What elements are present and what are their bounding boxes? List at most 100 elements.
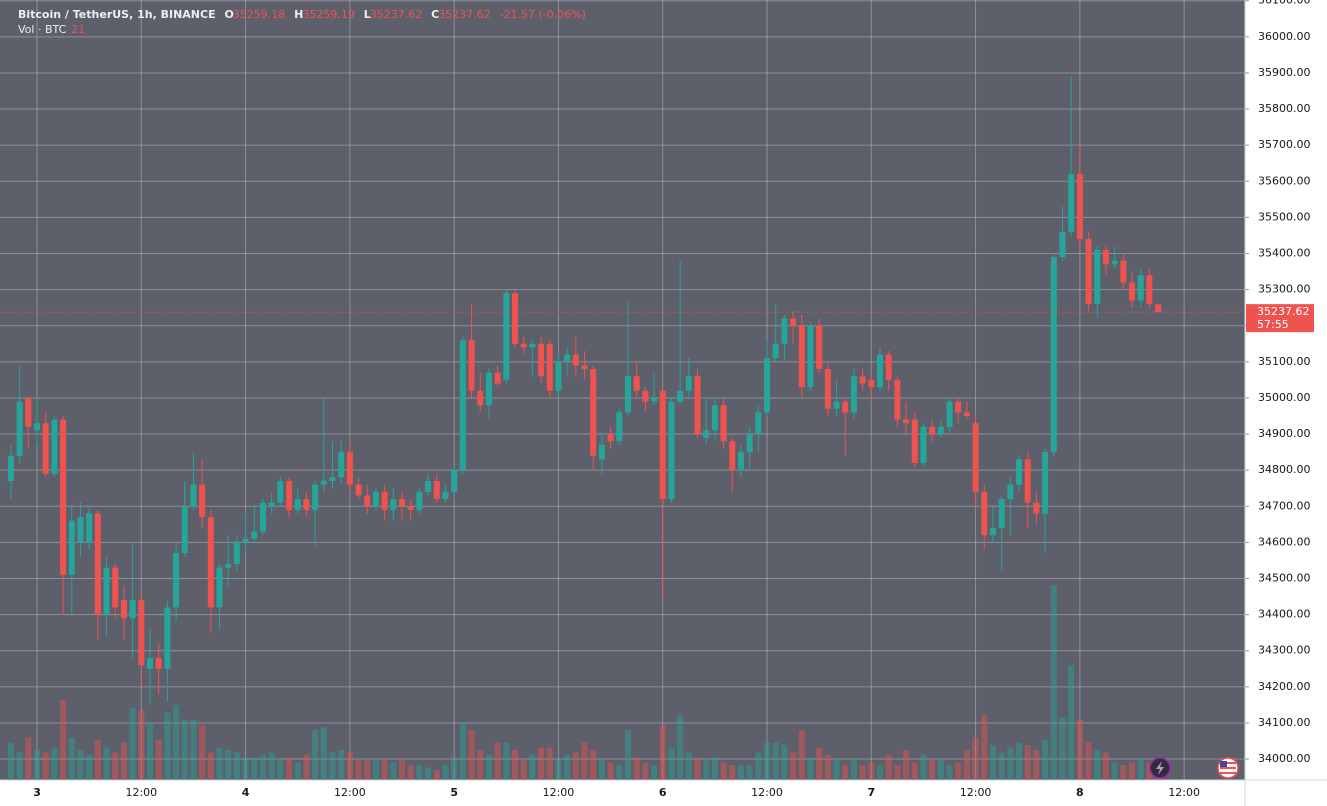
candle-body <box>381 491 388 510</box>
candle-body <box>859 376 866 384</box>
candle-body <box>425 481 432 492</box>
volume-bar <box>1007 747 1014 780</box>
candle-body <box>94 513 101 615</box>
volume-bar <box>1068 665 1075 780</box>
volume-bar <box>885 755 892 780</box>
volume-bar <box>233 752 240 780</box>
volume-bar <box>312 730 319 780</box>
y-tick-label: 34500.00 <box>1258 572 1311 585</box>
candle-body <box>485 372 492 406</box>
x-tick-label: 12:00 <box>125 786 157 799</box>
volume-bar <box>807 757 814 780</box>
candle-body <box>60 419 67 575</box>
y-tick-label: 34600.00 <box>1258 535 1311 548</box>
y-tick-label: 35500.00 <box>1258 210 1311 223</box>
candle-body <box>277 481 284 503</box>
candle-body <box>459 340 466 471</box>
candle-body <box>781 318 788 344</box>
volume-bar <box>1094 750 1101 780</box>
ohlc-key: L <box>363 8 371 21</box>
volume-bar <box>94 740 101 780</box>
candle-body <box>885 354 892 380</box>
y-tick-label: 35600.00 <box>1258 174 1311 187</box>
legend: Bitcoin / TetherUS, 1h, BINANCE O35259.1… <box>18 7 591 37</box>
candle-body <box>1102 249 1109 265</box>
volume-bar <box>894 765 901 780</box>
volume-bar <box>963 750 970 780</box>
candle-body <box>520 343 527 348</box>
volume-bar <box>199 725 206 780</box>
volume-bar <box>303 755 310 780</box>
volume-bar <box>477 750 484 780</box>
volume-bar <box>120 742 127 780</box>
volume-bar <box>546 747 553 780</box>
volume-bar <box>659 725 666 780</box>
candle-body <box>685 376 692 391</box>
candle-body <box>77 517 84 543</box>
volume-bar <box>1120 765 1127 780</box>
candle-body <box>346 452 353 485</box>
volume-bar <box>103 747 110 780</box>
candle-body <box>242 538 249 543</box>
y-tick-label: 34800.00 <box>1258 463 1311 476</box>
volume-bar <box>1102 752 1109 780</box>
candle-body <box>590 369 597 456</box>
volume-bar <box>529 755 536 780</box>
volume-bar <box>485 755 492 780</box>
volume-bar <box>338 750 345 780</box>
candle-body <box>1111 260 1118 265</box>
y-tick-label: 35700.00 <box>1258 138 1311 151</box>
lightning-icon[interactable] <box>1149 757 1171 779</box>
volume-bar <box>1050 585 1057 780</box>
volume-bar <box>16 752 23 780</box>
volume-bar <box>624 730 631 780</box>
candle-body <box>294 499 301 510</box>
volume-bar <box>998 752 1005 780</box>
candle-body <box>572 354 579 366</box>
candle-body <box>103 567 110 615</box>
volume-bar <box>86 755 93 780</box>
volume-bar <box>442 765 449 780</box>
volume-bar <box>1111 762 1118 780</box>
volume-bar <box>242 757 249 780</box>
volume-bar <box>972 737 979 780</box>
candle-body <box>225 564 232 568</box>
candle-body <box>7 455 14 481</box>
candle-body <box>477 390 484 406</box>
candle-body <box>338 452 345 478</box>
x-tick-label: 7 <box>867 786 875 799</box>
last-price-box <box>1246 304 1314 333</box>
candle-body <box>703 430 710 438</box>
volume-bar <box>42 752 49 780</box>
candle-body <box>34 423 41 431</box>
volume-bar <box>173 705 180 780</box>
volume-bar <box>34 750 41 780</box>
volume-bar <box>607 762 614 780</box>
candle-body <box>364 495 371 507</box>
volume-title: Vol · BTC <box>18 23 67 36</box>
volume-bar <box>459 722 466 780</box>
volume-bar <box>842 765 849 780</box>
volume-bar <box>68 737 75 780</box>
y-tick-label: 34000.00 <box>1258 752 1311 765</box>
volume-bar <box>868 762 875 780</box>
volume-bar <box>668 747 675 780</box>
volume-bar <box>616 765 623 780</box>
candle-body <box>1129 282 1136 301</box>
ohlc-value: 35237.62 <box>438 8 491 21</box>
volume-bar <box>277 760 284 780</box>
volume-bar <box>1033 750 1040 780</box>
volume-bar <box>729 765 736 780</box>
candle-body <box>207 517 214 608</box>
volume-bar <box>781 745 788 780</box>
candle-body <box>164 607 171 669</box>
candle-body <box>390 499 397 510</box>
volume-bar <box>372 760 379 780</box>
volume-bar <box>494 742 501 780</box>
volume-bar <box>268 752 275 780</box>
volume-bar <box>929 760 936 780</box>
flag-icon[interactable] <box>1217 757 1239 779</box>
volume-bar <box>216 747 223 780</box>
candle-body <box>286 481 293 510</box>
